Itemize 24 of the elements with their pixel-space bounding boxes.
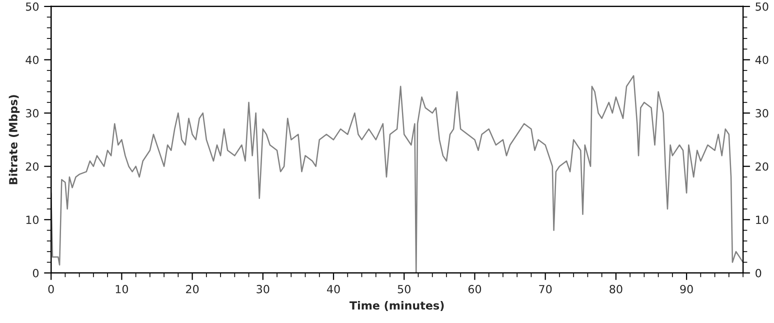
y-tick-label: 40: [26, 56, 39, 64]
x-tick-label: 30: [256, 284, 270, 294]
x-axis-title: Time (minutes): [350, 301, 444, 311]
x-tick-label: 10: [116, 284, 128, 294]
y2-tick-label: 50: [756, 2, 768, 11]
y-tick-label: 50: [26, 2, 39, 11]
x-tick-label: 60: [468, 284, 482, 294]
y-tick-label: 10: [26, 216, 39, 224]
x-tick-label: 20: [186, 284, 199, 294]
y2-tick-label: 10: [756, 216, 768, 224]
y2-tick-label: 0: [756, 268, 762, 278]
y2-tick-label: 30: [756, 109, 768, 118]
x-tick-label: 80: [610, 284, 622, 294]
x-tick-label: 40: [326, 284, 340, 294]
y-axis-title: Bitrate (Mbps): [8, 95, 20, 184]
y-tick-label: 30: [26, 109, 39, 118]
y-tick-label: 20: [26, 162, 39, 171]
x-tick-label: 0: [48, 284, 54, 294]
y-tick-label: 0: [32, 268, 39, 278]
y2-tick-label: 40: [755, 56, 768, 64]
x-tick-label: 90: [680, 284, 693, 294]
y2-tick-label: 20: [756, 162, 768, 171]
x-tick-label: 50: [398, 284, 410, 294]
x-tick-label: 70: [539, 284, 552, 294]
